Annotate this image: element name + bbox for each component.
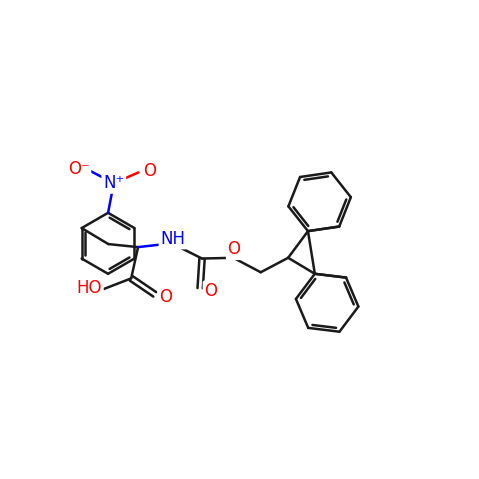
Text: O⁻: O⁻ (68, 160, 90, 178)
Text: O: O (144, 161, 157, 180)
Text: N⁺: N⁺ (103, 174, 125, 192)
Text: HO: HO (77, 279, 102, 297)
Text: O: O (228, 240, 240, 258)
Text: O: O (159, 288, 172, 307)
Text: NH: NH (160, 230, 185, 248)
Text: O: O (205, 282, 217, 300)
